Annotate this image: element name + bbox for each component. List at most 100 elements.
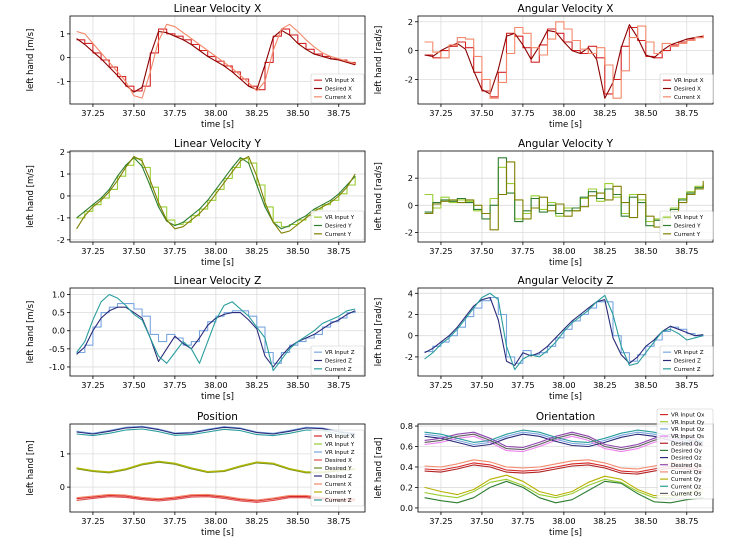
legend: VR Input Z Desired Z Current Z [310,345,365,376]
legend-label: Desired X [674,87,701,93]
x-tick-label: 38.75 [675,246,698,256]
y-tick-label: 0.5 [52,308,65,318]
y-tick-label: -0.5 [49,344,65,354]
x-tick-label: 37.25 [429,516,452,526]
series-line-desired-x [76,496,356,503]
x-tick-label: 37.25 [81,516,104,526]
legend-label: VR Input Qs [671,434,704,440]
y-tick-label: 4 [408,288,413,298]
y-tick-label: 0 [408,331,413,341]
legend-label: Current Qz [671,484,701,490]
legend-label: Current Y [674,232,701,238]
series-line-current-y [76,460,356,473]
legend: VR Input X Desired X Current X [310,73,365,104]
y-tick-label: 0.0 [400,503,413,513]
series-line-desired-y [76,461,356,474]
legend: VR Input X Desired X Current X [659,73,714,104]
x-tick-label: 38.50 [286,108,309,118]
chart-panel-angular-velocity-z: 37.25 37.50 37.75 38.00 38.25 38.50 38.75 -2 0 2 4… [374,275,714,402]
x-tick-label: 38.25 [593,246,616,256]
y-tick-label: 0.2 [400,482,413,492]
x-tick-label: 38.50 [634,246,657,256]
x-axis-label: time [s] [201,120,234,130]
y-axis-label: left hand [rad/s] [374,298,384,367]
series-line-current-z [424,292,704,371]
x-tick-label: 38.00 [204,516,227,526]
y-tick-label: 0 [408,200,413,210]
x-tick-label: 37.50 [470,108,493,118]
legend-box [310,429,365,507]
y-tick-label: 0 [60,191,65,201]
x-tick-label: 38.00 [204,246,227,256]
legend-label: VR Input Z [325,450,355,456]
legend-box [659,210,714,241]
chart-panel-linear-velocity-x: 37.25 37.50 37.75 38.00 38.25 38.50 38.75 -1 0 1 L… [26,3,366,130]
chart-title: Orientation [536,411,595,423]
legend-label: VR Input Y [325,215,355,221]
series-line-desired-qy [424,480,704,504]
series-line-vr-input-z [76,303,356,364]
chart-title: Angular Velocity X [518,3,614,15]
chart-title: Angular Velocity Y [518,138,614,150]
legend-box [310,73,365,104]
legend-label: VR Input X [325,78,355,84]
series-line-desired-x [76,29,356,93]
legend-label: Current X [325,482,352,488]
series-line-current-z [76,293,356,372]
grid [418,151,713,242]
y-tick-label: -2 [405,74,413,84]
legend-label: Desired Y [325,466,352,472]
legend-label: Desired Y [674,224,701,230]
legend-label: Current Qs [671,491,701,497]
x-tick-label: 37.75 [163,246,186,256]
legend: VR Input Y Desired Y Current Y [659,210,714,241]
series-line-vr-input-x [76,494,356,502]
chart-panel-linear-velocity-z: 37.25 37.50 37.75 38.00 38.25 38.50 38.75 -1.0 -… [26,275,366,402]
x-tick-label: 37.50 [122,516,145,526]
y-axis-label: left hand [m/s] [26,301,36,364]
legend-label: Current Z [674,367,701,373]
y-tick-label: 0.4 [400,462,413,472]
legend: VR Input X VR Input Y VR Input Z Desired X D… [310,429,365,507]
x-tick-label: 38.75 [327,246,350,256]
legend: VR Input Y Desired Y Current Y [310,210,365,241]
y-tick-label: 1 [60,29,65,39]
grid [70,151,365,242]
x-axis-label: time [s] [201,258,234,268]
series-group [76,293,356,372]
x-tick-label: 38.00 [552,108,575,118]
x-tick-label: 38.75 [675,516,698,526]
x-tick-label: 37.25 [429,380,452,390]
series-line-vr-input-z [76,425,356,434]
x-tick-label: 38.00 [552,246,575,256]
y-axis-label: left hand [rad] [374,437,384,498]
y-axis-label: left hand [m/s] [26,165,36,228]
x-tick-label: 37.50 [470,516,493,526]
y-tick-label: -1 [57,213,65,223]
x-tick-label: 37.50 [470,246,493,256]
x-tick-label: 37.25 [81,108,104,118]
legend-box [659,73,714,104]
x-axis-label: time [s] [201,392,234,402]
x-tick-label: 37.75 [511,108,534,118]
x-tick-label: 37.75 [511,246,534,256]
x-tick-label: 38.25 [245,108,268,118]
x-axis-label: time [s] [549,258,582,268]
x-tick-label: 38.75 [327,108,350,118]
x-tick-label: 38.25 [593,516,616,526]
y-tick-label: -2 [405,227,413,237]
legend-label: VR Input Qz [671,427,704,433]
x-tick-label: 37.25 [81,246,104,256]
y-tick-label: 0.0 [52,326,65,336]
legend: VR Input Z Desired Z Current Z [659,345,714,376]
x-tick-label: 38.25 [245,246,268,256]
legend-label: Desired Qx [671,441,703,447]
x-tick-label: 38.75 [327,380,350,390]
grid [70,16,365,104]
legend-label: Desired Z [674,359,701,365]
series-line-desired-z [76,426,356,435]
x-tick-label: 37.75 [163,380,186,390]
y-tick-label: 1 [60,169,65,179]
chart-panel-linear-velocity-y: 37.25 37.50 37.75 38.00 38.25 38.50 38.75 -2 -1 0… [26,138,366,268]
